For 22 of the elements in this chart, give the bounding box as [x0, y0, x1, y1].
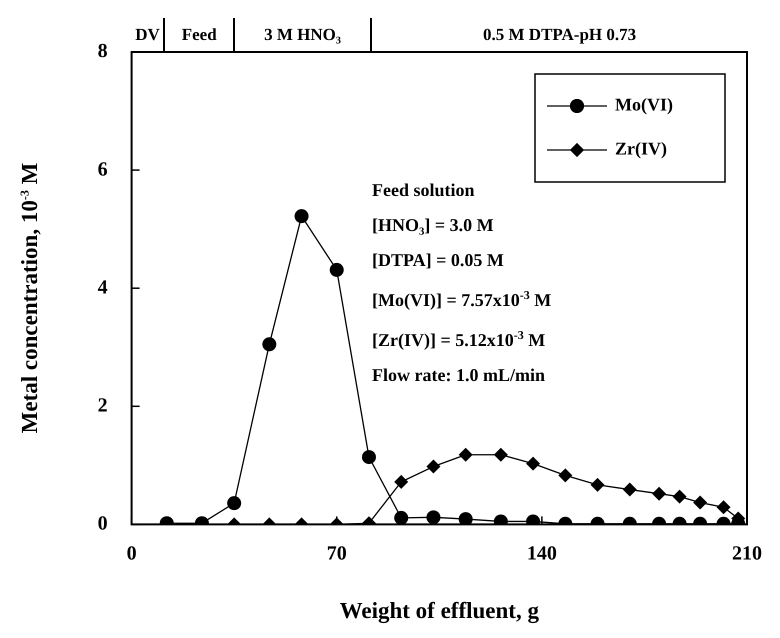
y-tick-label: 6: [98, 158, 108, 180]
annotation: Feed solution: [372, 179, 476, 202]
text: 0.5 M DTPA-pH 0.73: [482, 24, 638, 46]
x-tick-label: 140: [526, 542, 557, 565]
y-tick-label: 4: [98, 276, 108, 298]
text: 3 M HNO₃: [234, 18, 372, 52]
y-tick-label: 2: [98, 394, 108, 416]
annotation: [DTPA] = 0.05 M: [372, 249, 505, 272]
annotation: [Mo(VI)] = 7.57x10$^{-3}$ M: [372, 287, 552, 312]
y-tick-label: 0: [98, 512, 108, 535]
legend-label: Mo(VI): [615, 94, 673, 115]
x-tick-label: 210: [732, 542, 762, 565]
text: Feed: [165, 18, 235, 52]
x-tick-label: 0: [126, 542, 137, 565]
annotation: [HNO₃] = 3.0 M: [372, 214, 495, 237]
y-tick-label: 8: [98, 40, 108, 62]
annotation: [Zr(IV)] = 5.12x10$^{-3}$ M: [372, 327, 546, 352]
x-tick-label: 70: [326, 542, 347, 565]
annotation: Flow rate: 1.0 mL/min: [372, 364, 546, 387]
legend-label: Zr(IV): [615, 138, 667, 159]
text: DV: [132, 18, 166, 52]
x-axis-title: Weight of effluent, g: [340, 598, 540, 624]
